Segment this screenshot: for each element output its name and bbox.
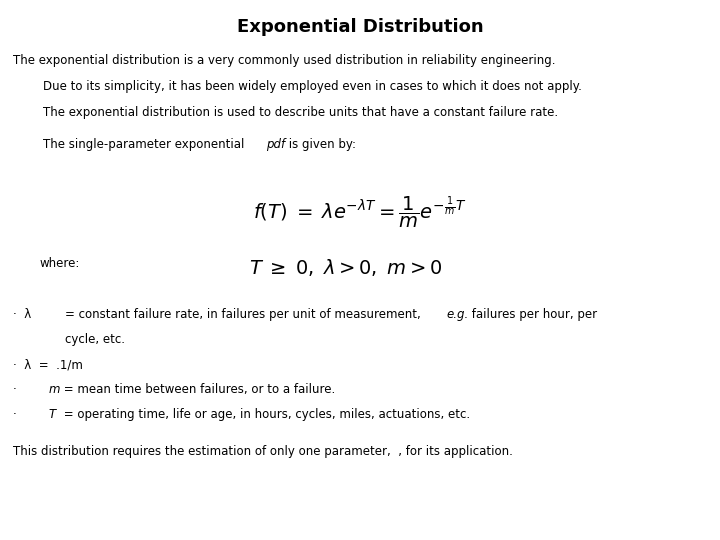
Text: pdf: pdf: [266, 138, 286, 151]
Text: Due to its simplicity, it has been widely employed even in cases to which it doe: Due to its simplicity, it has been widel…: [43, 80, 582, 93]
Text: = constant failure rate, in failures per unit of measurement,: = constant failure rate, in failures per…: [65, 308, 424, 321]
Text: The exponential distribution is used to describe units that have a constant fail: The exponential distribution is used to …: [43, 106, 558, 119]
Text: The exponential distribution is a very commonly used distribution in reliability: The exponential distribution is a very c…: [13, 54, 555, 67]
Text: ·: ·: [13, 408, 17, 421]
Text: $f(T) \;=\; \lambda e^{-\lambda T} = \dfrac{1}{m}e^{-\frac{1}{m}T}$: $f(T) \;=\; \lambda e^{-\lambda T} = \df…: [253, 195, 467, 230]
Text: where:: where:: [40, 257, 80, 270]
Text: m: m: [49, 383, 60, 396]
Text: Exponential Distribution: Exponential Distribution: [237, 18, 483, 36]
Text: $T \;\geq\; 0, \;\lambda > 0, \;m > 0$: $T \;\geq\; 0, \;\lambda > 0, \;m > 0$: [249, 257, 442, 278]
Text: failures per hour, per: failures per hour, per: [468, 308, 597, 321]
Text: ·  λ  =  .1/m: · λ = .1/m: [13, 358, 83, 371]
Text: cycle, etc.: cycle, etc.: [65, 333, 125, 346]
Text: = operating time, life or age, in hours, cycles, miles, actuations, etc.: = operating time, life or age, in hours,…: [60, 408, 471, 421]
Text: The single-parameter exponential: The single-parameter exponential: [43, 138, 248, 151]
Text: is given by:: is given by:: [285, 138, 356, 151]
Text: ·  λ: · λ: [13, 308, 31, 321]
Text: = mean time between failures, or to a failure.: = mean time between failures, or to a fa…: [60, 383, 336, 396]
Text: ·: ·: [13, 383, 17, 396]
Text: T: T: [49, 408, 56, 421]
Text: e.g.: e.g.: [446, 308, 469, 321]
Text: This distribution requires the estimation of only one parameter,  , for its appl: This distribution requires the estimatio…: [13, 446, 513, 458]
